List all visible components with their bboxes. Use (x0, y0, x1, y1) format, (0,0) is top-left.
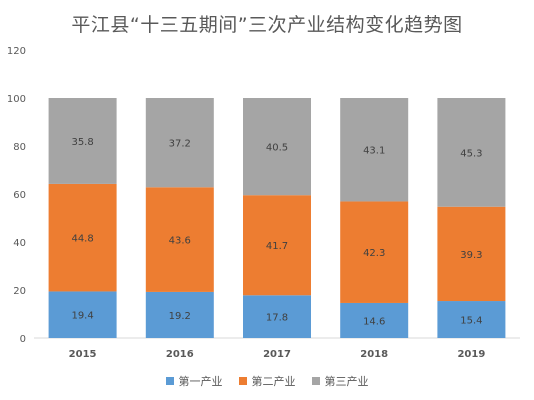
bar-segment (145, 98, 214, 188)
data-label: 42.3 (363, 248, 385, 259)
bar-segment (340, 201, 409, 303)
data-label: 19.2 (169, 311, 191, 322)
y-tick-label: 80 (13, 142, 26, 153)
bar-segment (437, 206, 506, 302)
bar-segment (48, 183, 117, 292)
chart-title: 平江县“十三五期间”三次产业结构变化趋势图 (71, 14, 463, 36)
x-tick-label: 2018 (360, 349, 388, 360)
data-label: 44.8 (71, 234, 93, 245)
data-label: 41.7 (266, 241, 288, 252)
legend-item: 第一产业 (165, 373, 223, 389)
y-tick-label: 120 (7, 46, 26, 57)
legend-swatch (311, 377, 320, 385)
bar-segment (437, 98, 506, 207)
data-label: 43.6 (169, 236, 191, 247)
bar-segment (48, 98, 117, 184)
y-tick-label: 100 (7, 94, 26, 105)
x-tick-label: 2015 (69, 349, 97, 360)
bar-segment (243, 195, 311, 296)
legend: 第一产业 第二产业 第三产业 (0, 373, 534, 389)
x-tick-label: 2016 (166, 349, 194, 360)
bar-segment (243, 98, 311, 196)
x-tick-label: 2019 (457, 349, 485, 360)
bar-segment (145, 291, 214, 338)
data-label: 39.3 (460, 250, 482, 261)
x-tick-label: 2017 (263, 349, 291, 360)
data-label: 15.4 (460, 316, 482, 327)
legend-item: 第三产业 (311, 373, 369, 389)
bar-segment (48, 291, 117, 338)
bar-segment (437, 301, 506, 338)
data-label: 37.2 (169, 139, 191, 150)
data-label: 14.6 (363, 316, 385, 327)
y-tick-label: 20 (13, 286, 26, 297)
data-label: 40.5 (266, 143, 288, 154)
y-tick-label: 0 (20, 334, 26, 345)
bar-segment (340, 302, 409, 338)
data-label: 35.8 (71, 137, 93, 148)
legend-label: 第三产业 (324, 375, 369, 388)
data-label: 45.3 (460, 148, 482, 159)
y-tick-label: 40 (13, 238, 26, 249)
bar-segment (243, 295, 311, 338)
legend-swatch (238, 377, 247, 385)
data-label: 43.1 (363, 146, 385, 157)
data-label: 17.8 (266, 313, 288, 324)
bar-segment (340, 98, 409, 202)
legend-label: 第二产业 (251, 375, 296, 388)
bar-segment (145, 187, 214, 292)
legend-swatch (165, 377, 174, 385)
y-tick-label: 60 (13, 190, 26, 201)
data-label: 19.4 (71, 311, 93, 322)
legend-item: 第二产业 (238, 373, 296, 389)
legend-label: 第一产业 (178, 375, 223, 388)
